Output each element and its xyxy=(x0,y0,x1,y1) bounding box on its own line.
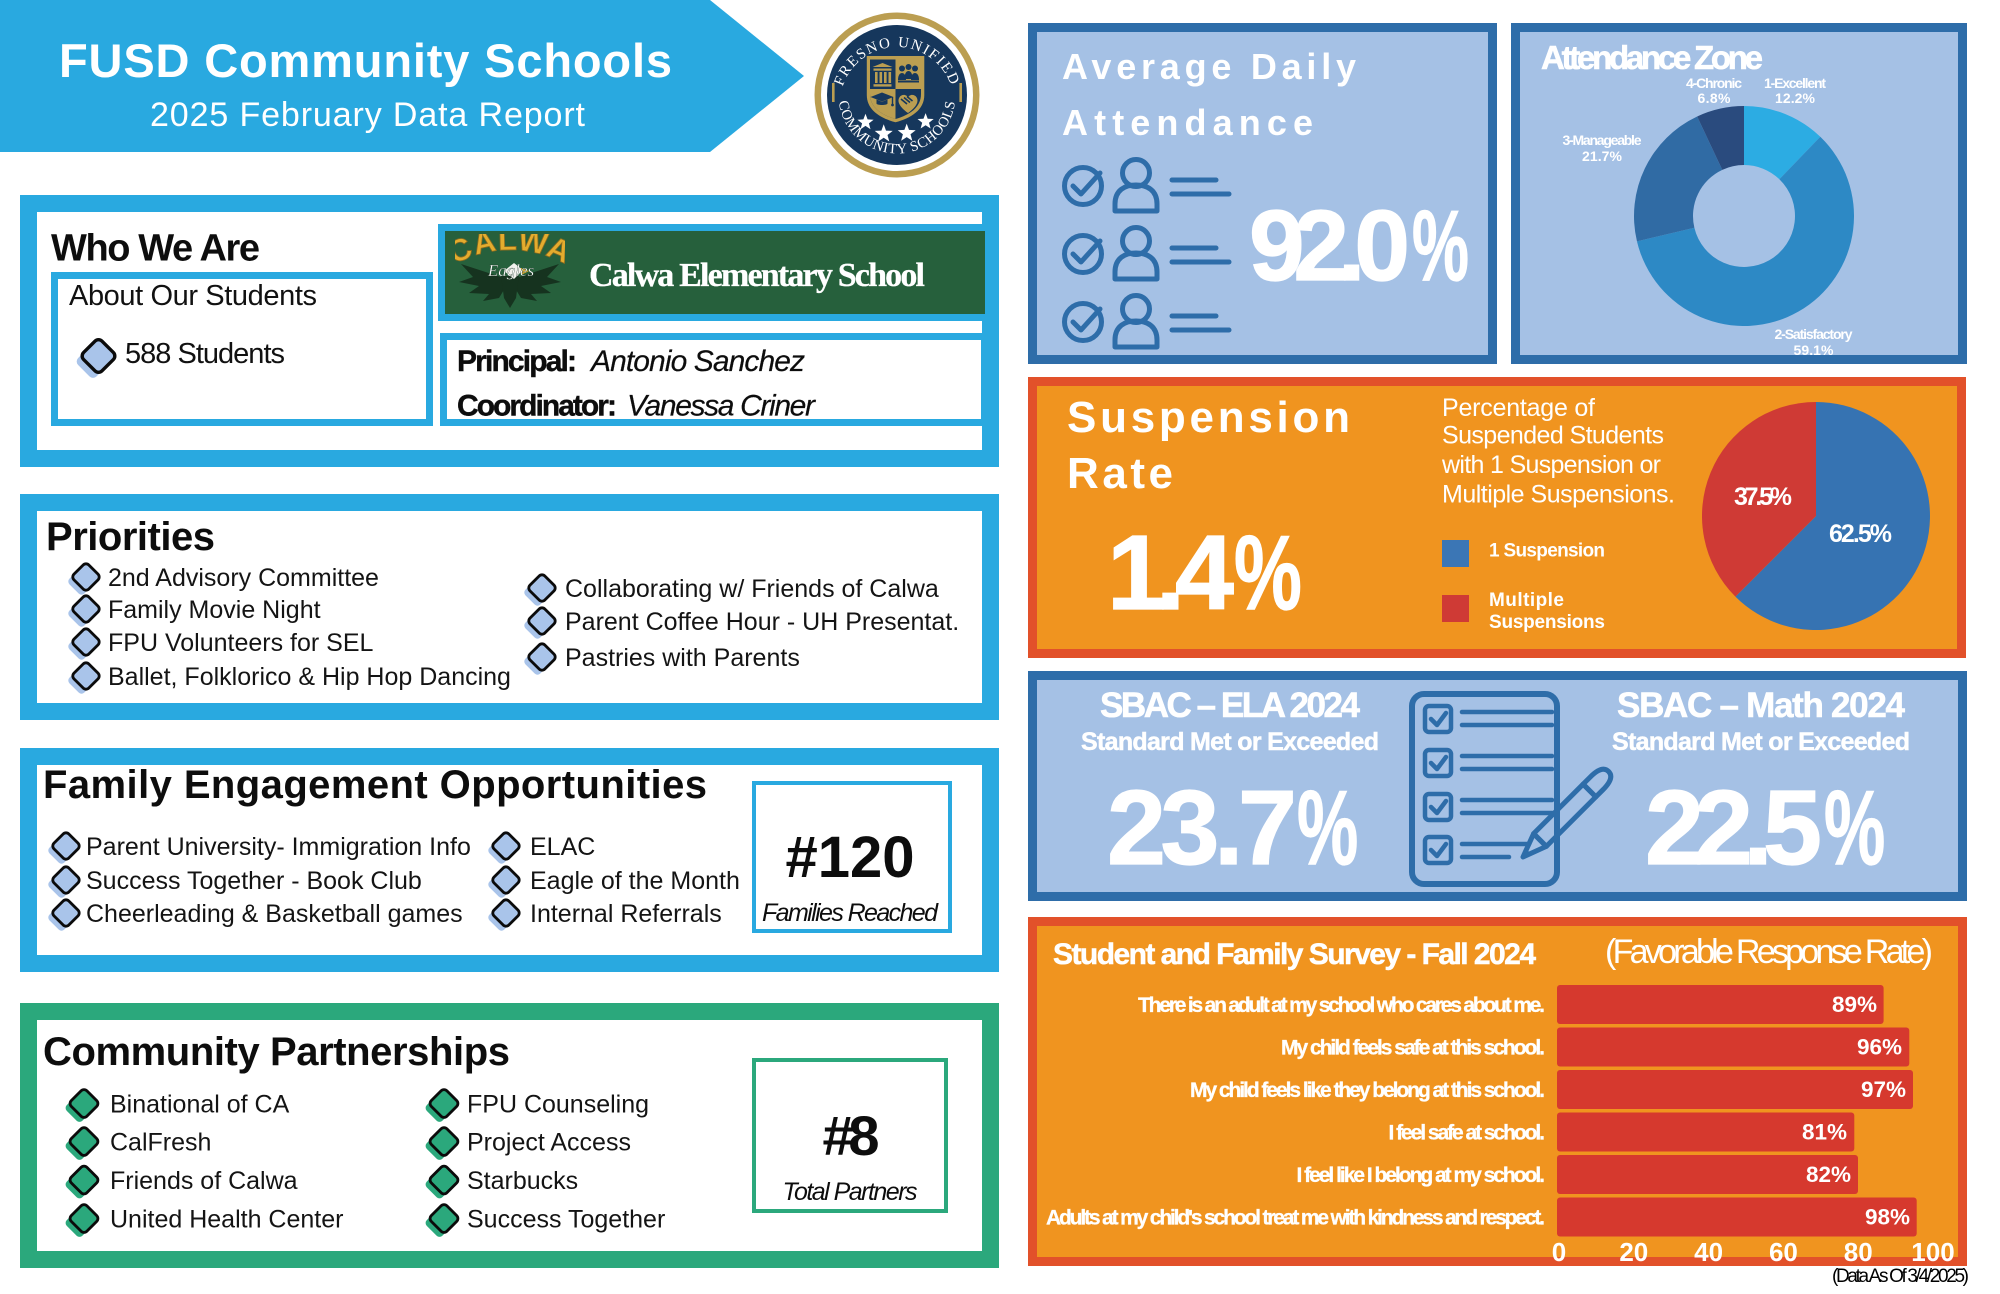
svg-text:Parent Coffee Hour - UH Presen: Parent Coffee Hour - UH Presentat. xyxy=(565,608,959,636)
svg-text:%: % xyxy=(1297,768,1358,887)
svg-text:CalFresh: CalFresh xyxy=(110,1129,211,1157)
svg-text:81%: 81% xyxy=(1802,1120,1847,1145)
svg-text:Principal:: Principal: xyxy=(457,345,577,378)
svg-text:0: 0 xyxy=(1552,1237,1566,1267)
svg-text:6.8%: 6.8% xyxy=(1698,90,1732,106)
svg-text:%: % xyxy=(1234,513,1302,632)
svg-text:Families Reached: Families Reached xyxy=(762,899,939,927)
svg-text:Suspension: Suspension xyxy=(1067,393,1350,442)
svg-text:Suspensions: Suspensions xyxy=(1489,612,1605,633)
svg-text:Suspended Students: Suspended Students xyxy=(1442,421,1664,449)
svg-text:1 Suspension: 1 Suspension xyxy=(1489,541,1605,562)
svg-text:588 Students: 588 Students xyxy=(125,338,285,370)
svg-text:Ballet, Folklorico & Hip Hop D: Ballet, Folklorico & Hip Hop Dancing xyxy=(108,663,511,691)
svg-text:60: 60 xyxy=(1769,1237,1798,1267)
svg-text:97%: 97% xyxy=(1861,1077,1906,1102)
svg-text:About Our Students: About Our Students xyxy=(69,280,317,312)
svg-text:ELAC: ELAC xyxy=(530,833,595,861)
svg-text:2-Satisfactory: 2-Satisfactory xyxy=(1775,326,1853,342)
svg-text:Success Together: Success Together xyxy=(467,1206,665,1234)
svg-text:Coordinator:: Coordinator: xyxy=(457,390,617,423)
svg-text:12.2%: 12.2% xyxy=(1775,90,1816,106)
svg-text:%: % xyxy=(1412,189,1469,301)
svg-text:96%: 96% xyxy=(1857,1035,1902,1060)
svg-text:Internal Referrals: Internal Referrals xyxy=(530,900,722,928)
svg-text:Priorities: Priorities xyxy=(46,515,215,559)
svg-text:Community Partnerships: Community Partnerships xyxy=(43,1030,510,1074)
svg-text:I feel safe at school.: I feel safe at school. xyxy=(1389,1122,1546,1145)
svg-text:Family Movie Night: Family Movie Night xyxy=(108,596,321,624)
svg-text:Collaborating w/ Friends of Ca: Collaborating w/ Friends of Calwa xyxy=(565,575,939,603)
svg-text:Vanessa Criner: Vanessa Criner xyxy=(627,390,816,423)
svg-text:20: 20 xyxy=(1619,1237,1648,1267)
svg-text:Starbucks: Starbucks xyxy=(467,1167,578,1195)
svg-text:37.5%: 37.5% xyxy=(1734,483,1792,511)
svg-text:SBAC – ELA 2024: SBAC – ELA 2024 xyxy=(1100,686,1361,725)
svg-text:Calwa Elementary School: Calwa Elementary School xyxy=(589,257,925,294)
svg-text:Standard Met or Exceeded: Standard Met or Exceeded xyxy=(1081,728,1379,756)
svg-text:40: 40 xyxy=(1694,1237,1723,1267)
svg-text:2025 February Data Report: 2025 February Data Report xyxy=(150,96,586,134)
svg-text:Rate: Rate xyxy=(1067,449,1173,498)
svg-text:My child feels like they belon: My child feels like they belong at this … xyxy=(1190,1079,1545,1102)
svg-text:Binational of CA: Binational of CA xyxy=(110,1091,290,1119)
svg-text:Family Engagement Opportunitie: Family Engagement Opportunities xyxy=(43,763,707,807)
svg-text:United Health Center: United Health Center xyxy=(110,1206,343,1234)
svg-text:Attendance Zone: Attendance Zone xyxy=(1541,39,1763,76)
svg-text:Adults at my child's school tr: Adults at my child's school treat me wit… xyxy=(1046,1207,1545,1230)
svg-text:Pastries with Parents: Pastries with Parents xyxy=(565,644,800,672)
svg-text:80: 80 xyxy=(1844,1237,1873,1267)
svg-text:#8: #8 xyxy=(823,1104,880,1167)
svg-text:Friends of Calwa: Friends of Calwa xyxy=(110,1167,298,1195)
svg-text:#120: #120 xyxy=(786,825,915,890)
svg-text:21.7%: 21.7% xyxy=(1582,148,1623,164)
svg-text:Multiple: Multiple xyxy=(1489,590,1564,611)
svg-text:Average Daily: Average Daily xyxy=(1062,46,1356,87)
svg-text:FPU Counseling: FPU Counseling xyxy=(467,1091,649,1119)
svg-text:100: 100 xyxy=(1911,1237,1954,1267)
svg-text:59.1%: 59.1% xyxy=(1794,342,1835,358)
svg-text:4-Chronic: 4-Chronic xyxy=(1686,75,1742,91)
svg-text:My child feels safe at this sc: My child feels safe at this school. xyxy=(1281,1037,1545,1060)
svg-text:FUSD Community Schools: FUSD Community Schools xyxy=(59,34,672,87)
svg-text:%: % xyxy=(1824,768,1885,887)
svg-text:1-Excellent: 1-Excellent xyxy=(1764,75,1826,91)
svg-text:22.5: 22.5 xyxy=(1645,769,1822,887)
svg-text:Percentage of: Percentage of xyxy=(1442,394,1595,422)
svg-text:1.4: 1.4 xyxy=(1107,514,1234,632)
svg-text:Student and Family Survey - Fa: Student and Family Survey - Fall 2024 xyxy=(1053,938,1536,971)
svg-text:98%: 98% xyxy=(1865,1205,1910,1230)
svg-text:Total Partners: Total Partners xyxy=(783,1178,918,1206)
svg-text:89%: 89% xyxy=(1832,992,1877,1017)
svg-text:(Favorable Response Rate): (Favorable Response Rate) xyxy=(1605,933,1933,971)
svg-text:FPU Volunteers for SEL: FPU Volunteers for SEL xyxy=(108,629,374,657)
svg-text:82%: 82% xyxy=(1806,1162,1851,1187)
svg-text:I feel like I belong at my sch: I feel like I belong at my school. xyxy=(1297,1164,1546,1187)
svg-text:Attendance: Attendance xyxy=(1062,102,1313,143)
svg-text:Success Together - Book Club: Success Together - Book Club xyxy=(86,867,422,895)
svg-text:62.5%: 62.5% xyxy=(1829,520,1892,548)
svg-text:Cheerleading & Basketball game: Cheerleading & Basketball games xyxy=(86,900,463,928)
svg-text:Multiple Suspensions.: Multiple Suspensions. xyxy=(1442,481,1675,509)
svg-text:SBAC – Math 2024: SBAC – Math 2024 xyxy=(1617,686,1906,725)
svg-text:3-Manageable: 3-Manageable xyxy=(1563,132,1642,148)
svg-text:Eagles: Eagles xyxy=(487,261,535,280)
svg-text:Standard Met or Exceeded: Standard Met or Exceeded xyxy=(1612,728,1910,756)
svg-text:Project Access: Project Access xyxy=(467,1129,631,1157)
svg-text:Antonio Sanchez: Antonio Sanchez xyxy=(589,345,805,378)
svg-text:with 1 Suspension or: with 1 Suspension or xyxy=(1441,451,1661,479)
svg-text:Parent University- Immigration: Parent University- Immigration Info xyxy=(86,833,471,861)
svg-text:Eagle of the Month: Eagle of the Month xyxy=(530,867,740,895)
svg-text:There is an adult at my school: There is an adult at my school who cares… xyxy=(1138,994,1545,1017)
svg-text:92.0: 92.0 xyxy=(1249,190,1410,302)
svg-text:Who We Are: Who We Are xyxy=(51,228,260,270)
svg-text:2nd Advisory Committee: 2nd Advisory Committee xyxy=(108,564,379,592)
svg-text:(Data As Of 3/4/2025): (Data As Of 3/4/2025) xyxy=(1832,1266,1969,1287)
svg-text:23.7: 23.7 xyxy=(1107,769,1297,887)
